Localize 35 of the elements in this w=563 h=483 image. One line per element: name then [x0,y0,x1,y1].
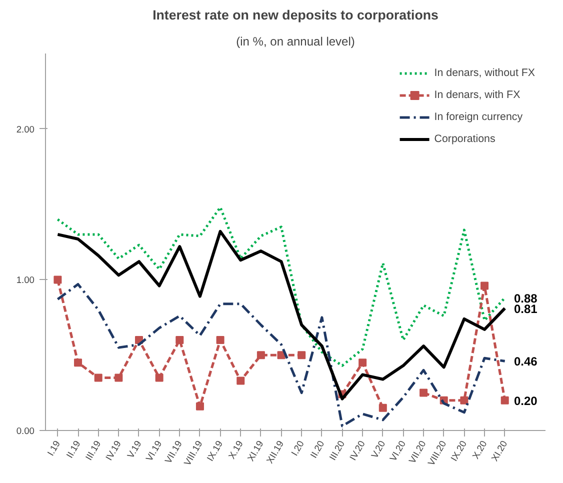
point [54,276,62,284]
x-tick-label: I.20 [289,438,306,458]
point [176,336,184,344]
point [420,388,428,397]
point [74,358,82,367]
point [358,358,367,367]
y-tick-label: 0.00 [16,426,34,436]
point [155,374,164,382]
legend-label: Corporations [434,133,496,145]
legend-label: In foreign currency [434,111,523,123]
point [480,282,489,290]
point [94,374,102,382]
point [298,351,306,360]
y-tick-label: 2.00 [16,124,34,134]
data-label: 0.46 [514,354,538,369]
x-tick-label: I.19 [46,438,62,458]
legend-label: In denars, with FX [434,89,520,101]
point [460,396,468,404]
chart-subtitle: (in %, on annual level) [236,34,355,48]
data-label: 0.20 [514,394,538,408]
point [256,351,265,360]
point [236,376,245,385]
point [378,404,387,412]
point [114,374,123,382]
line-series [56,206,506,367]
point [196,402,204,410]
x-tick-label: V.20 [369,438,388,460]
legend-label: In denars, without FX [434,67,535,79]
line-series [56,282,506,428]
chart-title: Interest rate on new deposits to corporations [152,8,438,22]
x-tick-label: V.19 [126,438,144,460]
point [500,396,509,404]
point [216,336,224,344]
line-series [56,230,506,400]
y-tick-label: 1.00 [16,275,34,286]
